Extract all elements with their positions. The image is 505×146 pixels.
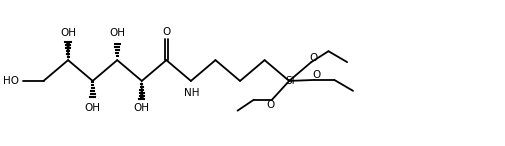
- Text: O: O: [265, 100, 274, 110]
- Polygon shape: [139, 81, 143, 99]
- Text: OH: OH: [60, 28, 76, 38]
- Text: O: O: [312, 70, 320, 80]
- Text: OH: OH: [133, 103, 149, 113]
- Text: NH: NH: [184, 88, 199, 98]
- Polygon shape: [66, 42, 70, 60]
- Text: O: O: [309, 53, 317, 63]
- Text: Si: Si: [285, 76, 294, 86]
- Text: HO: HO: [3, 76, 19, 86]
- Text: OH: OH: [109, 28, 125, 38]
- Text: OH: OH: [84, 103, 100, 113]
- Text: O: O: [162, 27, 170, 37]
